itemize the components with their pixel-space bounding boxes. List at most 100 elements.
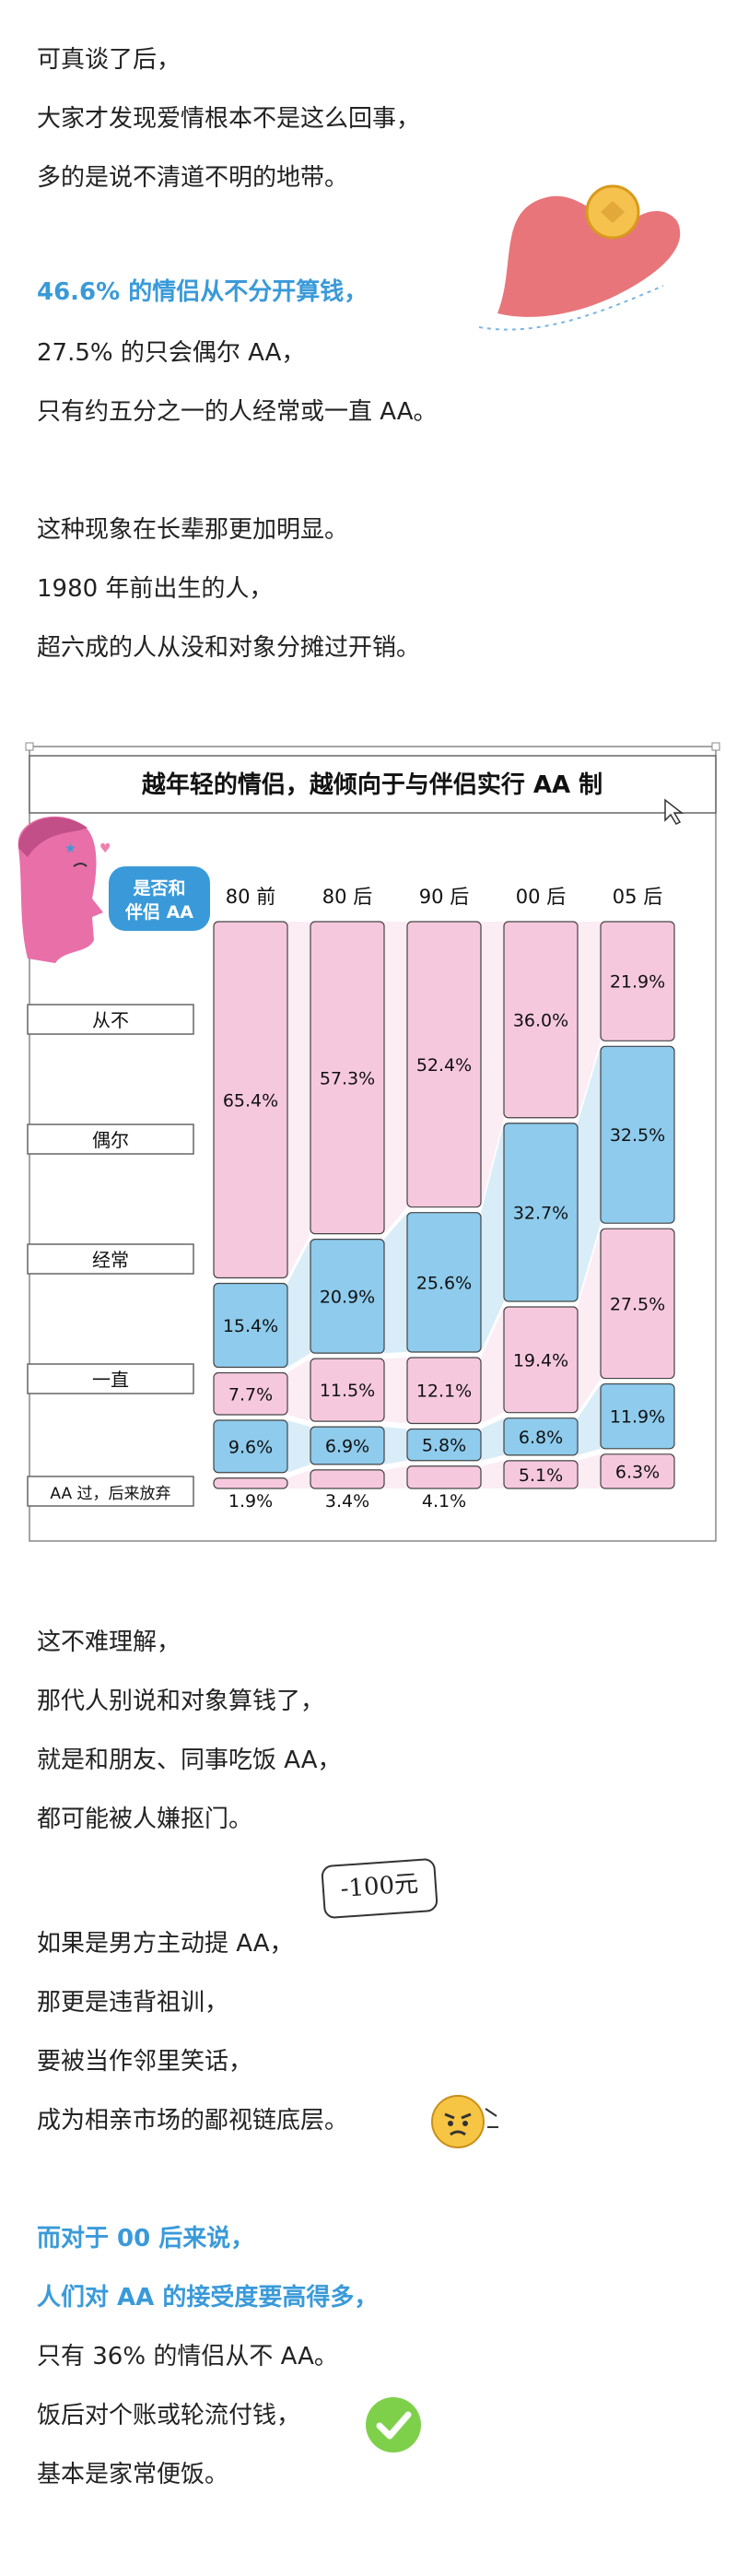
male-line-2: 那更是违背祖训， <box>37 1989 229 2017</box>
data-label-0-3: 36.0% <box>513 1010 568 1030</box>
data-label-0-2: 52.4% <box>416 1055 472 1076</box>
minus-100-sticker: -100元 <box>321 1857 439 1920</box>
cursor-icon <box>664 798 684 825</box>
bar-segment-4-4 <box>600 1453 675 1489</box>
bar-segment-2-1 <box>310 1358 385 1422</box>
connector-2 <box>481 1307 504 1424</box>
data-label-3-4: 11.9% <box>610 1407 665 1428</box>
bar-segment-0-0 <box>213 921 288 1279</box>
explain-line-4: 都可能被人嫌抠门。 <box>37 1806 253 1833</box>
bar-segment-1-3 <box>503 1123 579 1302</box>
category-label-3: 00 后 <box>516 886 566 908</box>
connector-1 <box>481 1123 504 1352</box>
bar-segment-3-2 <box>406 1428 482 1462</box>
data-label-0-1: 57.3% <box>320 1068 375 1088</box>
explain-line-2: 那代人别说和对象算钱了， <box>37 1688 325 1715</box>
elders-line-2: 1980 年前出生的人， <box>37 575 274 603</box>
data-label-3-0: 9.6% <box>228 1437 273 1457</box>
bar-segment-2-3 <box>503 1306 579 1414</box>
stacked-bar-chart: 越年轻的情侣，越倾向于与伴侣实行 AA 制 是否和 伴侣 AA ★ ♥ 从不偶尔… <box>18 742 720 1542</box>
connector-3 <box>481 1417 504 1461</box>
bar-segment-1-4 <box>600 1045 675 1224</box>
gen00-highlight-1: 而对于 00 后来说， <box>37 2225 255 2253</box>
connector-2 <box>578 1229 601 1413</box>
legend-box-4 <box>27 1476 194 1507</box>
frame-handle <box>711 742 720 751</box>
data-label-4-0: 1.9% <box>228 1491 273 1511</box>
question-bubble <box>109 866 210 931</box>
data-label-1-4: 32.5% <box>610 1125 665 1146</box>
data-label-4-4: 6.3% <box>615 1462 660 1482</box>
category-label-2: 90 后 <box>419 886 469 908</box>
chart-title: 越年轻的情侣，越倾向于与伴侣实行 AA 制 <box>142 770 602 799</box>
bar-segment-0-4 <box>600 921 675 1041</box>
data-label-1-2: 25.6% <box>416 1273 472 1293</box>
connector-0 <box>578 922 601 1118</box>
data-label-3-2: 5.8% <box>422 1436 466 1456</box>
bar-segment-0-3 <box>503 921 579 1119</box>
legend-label-0: 从不 <box>92 1009 129 1031</box>
legend-label-1: 偶尔 <box>92 1129 129 1151</box>
explain-line-3: 就是和朋友、同事吃饭 AA， <box>37 1747 342 1774</box>
bar-segment-2-2 <box>406 1357 482 1425</box>
data-label-0-4: 21.9% <box>610 972 665 993</box>
data-label-0-0: 65.4% <box>223 1090 278 1111</box>
gen00-line-1: 只有 36% 的情侣从不 AA。 <box>37 2343 338 2370</box>
connector-3 <box>578 1383 601 1455</box>
stat-line-3: 只有约五分之一的人经常或一直 AA。 <box>37 398 438 426</box>
data-label-2-1: 11.5% <box>320 1381 375 1401</box>
data-label-3-1: 6.9% <box>325 1437 369 1457</box>
bar-segment-4-3 <box>503 1460 579 1489</box>
category-label-0: 80 前 <box>226 886 275 908</box>
connector-0 <box>287 922 310 1278</box>
connector-3 <box>287 1420 310 1473</box>
bar-segment-1-2 <box>406 1212 482 1353</box>
explain-line-1: 这不难理解， <box>37 1629 181 1656</box>
bar-segment-4-2 <box>406 1465 482 1489</box>
male-line-4: 成为相亲市场的鄙视链底层。 <box>37 2107 349 2135</box>
legend-box-3 <box>27 1363 194 1394</box>
data-label-4-2: 4.1% <box>422 1491 466 1511</box>
stat-highlight: 46.6% 的情侣从不分开算钱， <box>37 278 368 306</box>
svg-text:♥: ♥ <box>99 841 111 856</box>
legend-label-2: 经常 <box>92 1249 129 1271</box>
data-label-4-3: 5.1% <box>519 1465 563 1486</box>
bar-segment-3-4 <box>600 1382 675 1450</box>
connector-2 <box>384 1357 407 1424</box>
legend-box-0 <box>27 1004 194 1035</box>
thinking-head-icon: ★ ♥ <box>18 816 111 963</box>
legend-box-2 <box>27 1243 194 1275</box>
question-line-2: 伴侣 AA <box>124 901 193 923</box>
connector-4 <box>578 1453 601 1488</box>
connector-1 <box>287 1239 310 1368</box>
connector-1 <box>578 1046 601 1302</box>
category-label-1: 80 后 <box>322 886 372 908</box>
intro-line-2: 大家才发现爱情根本不是这么回事， <box>37 105 421 133</box>
data-label-1-1: 20.9% <box>320 1287 375 1307</box>
bar-segment-4-0 <box>213 1477 288 1489</box>
intro-line-3: 多的是说不清道不明的地带。 <box>37 164 349 192</box>
connector-0 <box>481 922 504 1207</box>
data-label-2-2: 12.1% <box>416 1382 472 1402</box>
bar-segment-3-1 <box>310 1426 385 1465</box>
male-line-1: 如果是男方主动提 AA， <box>37 1930 294 1958</box>
gen00-highlight-2: 人们对 AA 的接受度要高得多， <box>37 2284 379 2311</box>
connector-1 <box>384 1212 407 1354</box>
male-line-3: 要被当作邻里笑话， <box>37 2048 253 2076</box>
bar-segment-1-0 <box>213 1282 288 1369</box>
data-label-2-4: 27.5% <box>610 1294 665 1314</box>
elders-line-1: 这种现象在长辈那更加明显。 <box>37 516 349 544</box>
bar-segment-0-1 <box>310 921 385 1235</box>
legend-label-4: AA 过，后来放弃 <box>50 1485 170 1503</box>
angry-face-icon <box>431 2095 498 2148</box>
elders-line-3: 超六成的人从没和对象分摊过开销。 <box>37 634 421 662</box>
bar-segment-3-3 <box>503 1417 579 1456</box>
data-label-1-0: 15.4% <box>223 1316 278 1336</box>
gen00-line-3: 基本是家常便饭。 <box>37 2461 229 2488</box>
intro-line-1: 可真谈了后， <box>37 46 181 74</box>
chart-title-bar <box>29 755 717 814</box>
bar-segment-2-4 <box>600 1228 675 1380</box>
data-label-2-0: 7.7% <box>228 1384 273 1405</box>
connector-4 <box>384 1465 407 1488</box>
connector-4 <box>481 1460 504 1488</box>
